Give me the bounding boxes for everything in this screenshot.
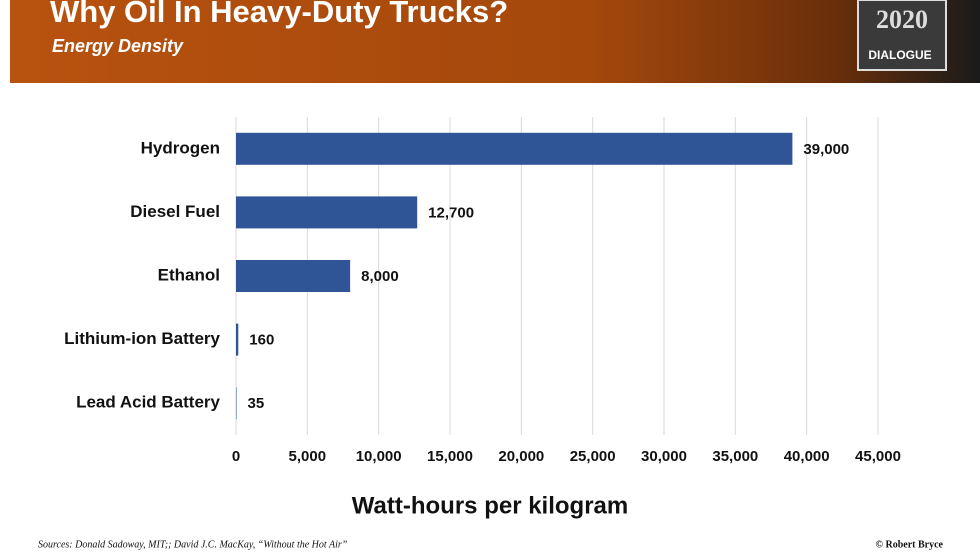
value-label: 39,000 bbox=[803, 141, 849, 158]
x-tick-label: 10,000 bbox=[356, 448, 402, 465]
value-label: 160 bbox=[249, 332, 274, 349]
logo-year: 2020 bbox=[876, 5, 928, 34]
header-band bbox=[10, 0, 980, 83]
x-tick-label: 40,000 bbox=[784, 448, 830, 465]
bar bbox=[236, 196, 418, 229]
y-tick-label: Lead Acid Battery bbox=[76, 393, 220, 412]
x-tick-label: 30,000 bbox=[641, 448, 687, 465]
x-tick-label: 15,000 bbox=[427, 448, 473, 465]
x-tick-label: 20,000 bbox=[498, 448, 544, 465]
bar bbox=[236, 132, 793, 165]
y-tick-label: Lithium-ion Battery bbox=[64, 329, 220, 348]
logo bbox=[857, 0, 947, 71]
value-label: 8,000 bbox=[361, 268, 399, 285]
y-tick-label: Ethanol bbox=[158, 265, 220, 284]
x-tick-label: 35,000 bbox=[712, 448, 758, 465]
slide-subtitle: Energy Density bbox=[52, 36, 184, 56]
y-tick-label: Diesel Fuel bbox=[130, 202, 220, 221]
bar bbox=[236, 260, 351, 292]
x-tick-label: 25,000 bbox=[570, 448, 616, 465]
value-label: 35 bbox=[247, 395, 264, 412]
y-tick-label: Hydrogen bbox=[141, 138, 220, 157]
bar bbox=[236, 323, 239, 356]
x-tick-label: 0 bbox=[232, 448, 240, 465]
credit: © Robert Bryce bbox=[876, 539, 944, 550]
x-axis-title: Watt-hours per kilogram bbox=[352, 492, 628, 519]
value-label: 12,700 bbox=[428, 204, 474, 221]
logo-word: DIALOGUE bbox=[868, 48, 931, 62]
sources: Sources: Donald Sadoway, MIT;; David J.C… bbox=[38, 539, 348, 550]
slide-title: Why Oil In Heavy-Duty Trucks? bbox=[50, 0, 508, 29]
x-tick-label: 5,000 bbox=[289, 448, 327, 465]
x-tick-label: 45,000 bbox=[855, 448, 901, 465]
